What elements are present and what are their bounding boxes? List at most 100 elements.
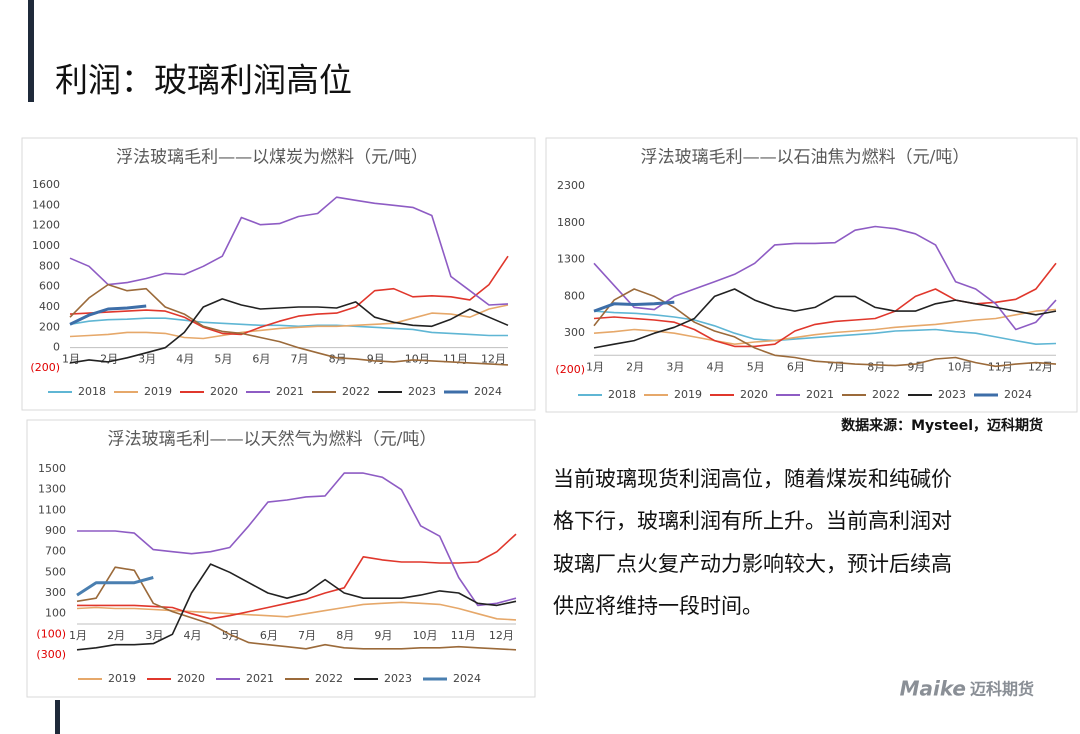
y-tick-label: 1200 [32, 219, 60, 232]
x-tick-label: 5月 [747, 360, 765, 373]
y-tick-label: 0 [53, 341, 60, 354]
legend-label: 2022 [872, 388, 900, 401]
series-line [69, 304, 509, 340]
x-tick-label: 9月 [367, 353, 385, 366]
legend-label: 2023 [408, 385, 436, 398]
series-line [593, 288, 1057, 368]
paragraph-line: 玻璃厂点火复产动力影响较大，预计后续高 [553, 552, 952, 576]
series-line [69, 317, 508, 337]
y-tick-label: 200 [39, 320, 60, 333]
series-line [593, 308, 1057, 345]
legend-label: 2018 [608, 388, 636, 401]
source-note: 数据来源：Mysteel，迈科期货 [841, 417, 1043, 434]
x-tick-label: 7月 [298, 629, 316, 642]
x-tick-label: 6月 [260, 629, 278, 642]
x-tick-label: 1月 [69, 629, 87, 642]
logo-brand: Maike [900, 677, 966, 701]
series-line [76, 566, 517, 651]
legend-label: 2020 [177, 672, 205, 685]
y-tick-label: 1100 [38, 503, 66, 516]
x-tick-label: 5月 [214, 353, 232, 366]
x-tick-label: 2月 [100, 353, 118, 366]
x-tick-label: 4月 [176, 353, 194, 366]
legend-label: 2021 [276, 385, 304, 398]
series-line [69, 304, 147, 326]
legend-label: 2019 [674, 388, 702, 401]
chart-frame [545, 137, 1078, 413]
legend-label: 2018 [78, 385, 106, 398]
chart-title: 浮法玻璃毛利——以煤炭为燃料（元/吨） [116, 148, 428, 168]
y-tick-label: 1000 [32, 239, 60, 252]
legend-label: 2022 [342, 385, 370, 398]
y-tick-label: 400 [39, 300, 60, 313]
x-tick-label: 3月 [666, 360, 684, 373]
series-line [76, 601, 517, 621]
x-tick-label: 12月 [489, 629, 514, 642]
x-tick-label: 2月 [626, 360, 644, 373]
x-tick-label: 10月 [405, 353, 430, 366]
y-tick-label: 100 [45, 607, 66, 620]
y-tick-label: 2300 [557, 179, 585, 192]
accent-bar [28, 0, 34, 102]
x-tick-label: 6月 [252, 353, 270, 366]
x-tick-label: 10月 [413, 629, 438, 642]
y-tick-label: 300 [564, 326, 585, 339]
y-tick-label: 1300 [557, 253, 585, 266]
x-tick-label: 7月 [291, 353, 309, 366]
x-tick-label: 3月 [145, 629, 163, 642]
y-tick-label: (200) [30, 361, 60, 374]
y-tick-label: 500 [45, 565, 66, 578]
y-tick-label: (100) [36, 627, 66, 640]
paragraph-line: 格下行，玻璃利润有所上升。当前高利润对 [553, 509, 952, 533]
x-tick-label: 11月 [988, 360, 1013, 373]
x-tick-label: 1月 [62, 353, 80, 366]
y-tick-label: 1400 [32, 198, 60, 211]
y-tick-label: 900 [45, 524, 66, 537]
legend-label: 2021 [246, 672, 274, 685]
paragraph-line: 供应将维持一段时间。 [553, 594, 763, 618]
y-tick-label: 800 [564, 289, 585, 302]
series-line [593, 262, 1057, 348]
series-line [69, 298, 509, 364]
series-line [593, 288, 1057, 349]
series-line [593, 225, 1057, 331]
legend-label: 2020 [210, 385, 238, 398]
y-tick-label: 300 [45, 586, 66, 599]
y-tick-label: 700 [45, 545, 66, 558]
series-line [593, 300, 675, 313]
y-tick-label: 1300 [38, 483, 66, 496]
legend-label: 2024 [1004, 388, 1032, 401]
y-tick-label: 1800 [557, 216, 585, 229]
series-line [77, 472, 517, 607]
series-line [69, 255, 509, 336]
legend-label: 2019 [144, 385, 172, 398]
legend-label: 2022 [315, 672, 343, 685]
chart-title: 浮法玻璃毛利——以石油焦为燃料（元/吨） [641, 148, 970, 168]
series-line [69, 196, 509, 306]
x-tick-label: 3月 [138, 353, 156, 366]
legend-label: 2020 [740, 388, 768, 401]
chart-frame [21, 137, 536, 411]
logo-name: 迈科期货 [970, 680, 1034, 699]
y-tick-label: 600 [39, 280, 60, 293]
series-line [593, 310, 1057, 345]
chart-title: 浮法玻璃毛利——以天然气为燃料（元/吨） [108, 430, 437, 450]
legend-label: 2019 [108, 672, 136, 685]
x-tick-label: 8月 [867, 360, 885, 373]
y-tick-label: 1600 [32, 178, 60, 191]
x-tick-label: 11月 [443, 353, 468, 366]
slide-title: 利润：玻璃利润高位 [55, 61, 352, 100]
series-line [69, 283, 509, 366]
accent-bar-bottom [55, 700, 60, 734]
legend-label: 2024 [474, 385, 502, 398]
legend-label: 2023 [938, 388, 966, 401]
x-tick-label: 1月 [586, 360, 604, 373]
y-tick-label: (300) [36, 648, 66, 661]
y-tick-label: 800 [39, 259, 60, 272]
series-line [76, 563, 517, 651]
series-line [77, 533, 517, 620]
x-tick-label: 12月 [481, 353, 506, 366]
paragraph-line: 当前玻璃现货利润高位，随着煤炭和纯碱价 [553, 467, 952, 491]
legend-label: 2021 [806, 388, 834, 401]
